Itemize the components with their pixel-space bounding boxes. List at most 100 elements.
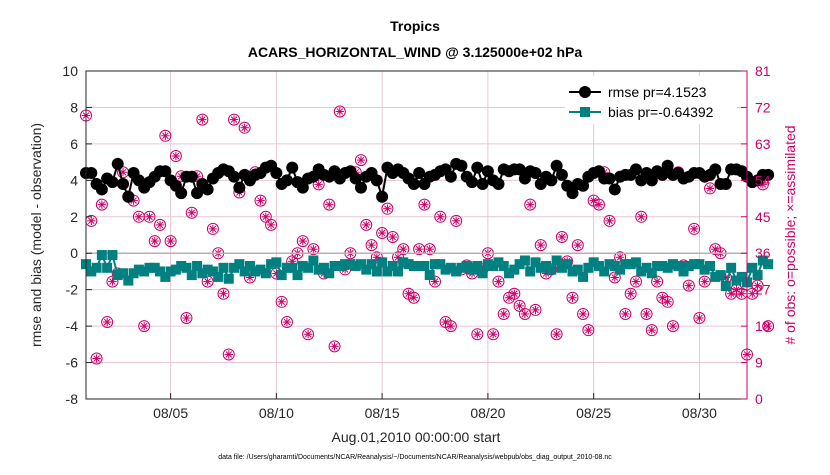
possible-obs-point	[143, 210, 156, 223]
bias-point	[371, 266, 382, 277]
possible-obs-point	[90, 352, 103, 365]
assimilated-obs-point	[552, 330, 561, 339]
possible-obs-point	[376, 226, 389, 239]
rmse-point	[201, 183, 214, 196]
y2-tick-label: 0	[755, 391, 763, 407]
bias-point	[355, 259, 366, 270]
legend: rmse pr=4.1523 bias pr=-0.64392	[565, 76, 737, 124]
possible-obs-point	[640, 307, 653, 320]
bias-point	[673, 260, 684, 271]
assimilated-obs-point	[303, 330, 313, 339]
possible-obs-point	[243, 271, 256, 284]
possible-obs-point	[201, 275, 214, 288]
x-tick-label: 08/10	[259, 405, 294, 421]
assimilated-obs-point	[647, 325, 657, 335]
bias-point	[694, 259, 705, 270]
bias-point	[91, 262, 102, 273]
bias-point	[392, 266, 403, 277]
possible-obs-point	[582, 324, 595, 337]
possible-obs-point	[524, 198, 537, 211]
bias-point	[170, 264, 181, 275]
bias-point	[387, 260, 398, 271]
bias-point	[181, 262, 192, 273]
possible-obs-point	[645, 324, 658, 337]
bias-point	[646, 268, 657, 279]
y2-tick-label: 45	[755, 209, 771, 225]
y-tick-label: 0	[70, 245, 78, 261]
rmse-point	[471, 161, 484, 174]
rmse-point	[376, 190, 389, 203]
possible-obs-point	[682, 279, 695, 292]
bias-point	[229, 262, 240, 273]
possible-obs-point	[497, 307, 510, 320]
rmse-point	[270, 167, 283, 180]
bias-point	[440, 264, 451, 275]
assimilated-obs-point	[208, 224, 218, 234]
possible-obs-point	[619, 307, 632, 320]
bias-point	[488, 260, 499, 271]
assimilated-obs-point	[737, 289, 746, 298]
possible-obs-point	[354, 154, 367, 167]
assimilated-obs-point	[436, 212, 445, 221]
assimilated-obs-point	[504, 293, 514, 302]
rmse-point	[296, 181, 309, 194]
bias-point	[276, 270, 287, 281]
bias-point	[477, 268, 488, 279]
rmse-point	[159, 165, 172, 178]
assimilated-obs-point	[425, 244, 434, 254]
possible-obs-point	[429, 275, 442, 288]
bias-point	[599, 266, 610, 277]
y-tick-label: 10	[62, 63, 78, 79]
assimilated-obs-point	[256, 196, 265, 205]
bias-point	[186, 270, 197, 281]
bias-point	[498, 260, 509, 271]
bias-point	[414, 260, 425, 271]
bias-point	[149, 262, 160, 273]
possible-obs-point	[751, 279, 764, 292]
x-tick-label: 08/15	[365, 405, 400, 421]
assimilated-obs-point	[203, 277, 212, 286]
bias-point	[678, 266, 689, 277]
bias-point	[641, 262, 652, 273]
bias-point	[620, 259, 631, 270]
bias-point	[509, 264, 520, 275]
assimilated-obs-point	[652, 277, 662, 286]
possible-obs-point	[370, 251, 383, 264]
possible-obs-point	[434, 210, 447, 223]
assimilated-obs-point	[684, 281, 694, 290]
y-tick-label: -2	[66, 282, 79, 298]
series-lines	[80, 157, 775, 292]
possible-obs-point	[180, 312, 193, 325]
possible-obs-point	[688, 222, 701, 235]
bias-point	[720, 281, 731, 292]
bias-point	[556, 262, 567, 273]
assimilated-obs-point	[689, 224, 699, 234]
y2-tick-label: 36	[755, 245, 771, 261]
rmse-point	[111, 157, 124, 170]
assimilated-obs-point	[161, 131, 170, 140]
possible-obs-point	[333, 105, 346, 118]
bias-point	[430, 259, 441, 270]
possible-obs-point	[217, 287, 230, 300]
bias-point	[207, 266, 218, 277]
assimilated-obs-point	[282, 317, 292, 327]
rmse-point	[513, 163, 526, 176]
rmse-point	[545, 174, 558, 187]
assimilated-obs-point	[261, 212, 270, 221]
rmse-series	[80, 157, 775, 203]
bias-point	[102, 262, 113, 273]
bias-point	[340, 259, 351, 270]
chart-title: Tropics	[390, 18, 440, 34]
bias-point	[112, 270, 123, 281]
rmse-point	[466, 176, 479, 189]
possible-obs-point	[328, 340, 341, 353]
assimilated-obs-point	[584, 325, 593, 335]
assimilated-obs-point	[700, 277, 709, 286]
assimilated-obs-point	[404, 289, 413, 298]
rmse-point	[656, 168, 669, 181]
bias-point	[535, 262, 546, 273]
rmse-point	[762, 168, 775, 181]
bias-point	[318, 262, 329, 273]
assimilated-obs-point	[753, 281, 762, 290]
possible-obs-point	[159, 129, 172, 142]
